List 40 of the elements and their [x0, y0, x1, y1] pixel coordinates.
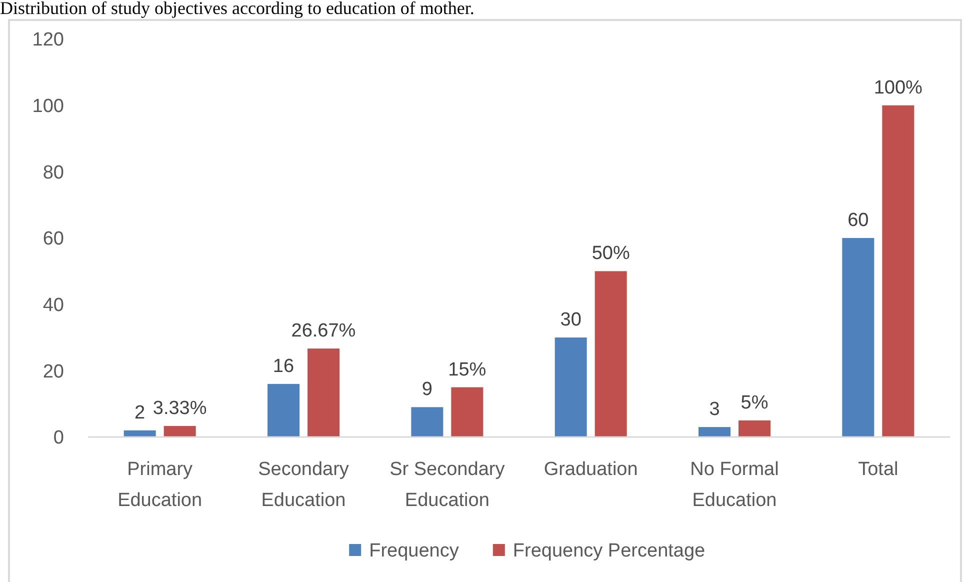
bar	[308, 348, 340, 437]
bar	[268, 384, 300, 437]
y-tick-label: 20	[42, 361, 64, 382]
x-tick-label: No Formal Education	[690, 459, 779, 511]
data-label: 15%	[448, 359, 486, 380]
bar	[411, 407, 444, 437]
x-tick-label: Primary Education	[118, 459, 202, 511]
data-label: 50%	[592, 243, 630, 264]
bar	[698, 427, 730, 437]
y-tick-label: 40	[42, 294, 64, 316]
x-tick-label: Sr Secondary Education	[390, 459, 506, 511]
y-tick-label: 80	[42, 162, 64, 184]
data-label: 5%	[740, 392, 768, 414]
data-label: 30	[560, 310, 582, 330]
data-label: 3.33%	[152, 398, 207, 419]
x-tick-label: Total	[858, 459, 898, 480]
data-label: 26.67%	[291, 320, 356, 342]
data-label: 2	[134, 402, 146, 424]
legend-label: Frequency	[369, 540, 460, 562]
data-label: 60	[848, 210, 869, 231]
data-label: 100%	[874, 77, 923, 98]
y-tick-label: 100	[32, 96, 64, 117]
data-label: 16	[272, 356, 294, 377]
x-tick-label: Secondary Education	[258, 459, 350, 511]
bar	[164, 426, 196, 437]
bar	[882, 105, 914, 437]
y-tick-label: 120	[32, 30, 64, 51]
y-tick-label: 60	[42, 228, 64, 250]
x-tick-label: Graduation	[544, 459, 638, 480]
bar	[842, 238, 874, 437]
data-label: 3	[709, 399, 720, 420]
bar	[738, 420, 770, 437]
bar	[554, 338, 587, 437]
bar	[594, 271, 627, 437]
bar	[451, 387, 484, 437]
data-label: 9	[422, 379, 432, 400]
y-tick-label: 0	[53, 428, 64, 449]
chart-title: Distribution of study objectives according to education of mother.	[0, 0, 474, 18]
legend-label: Frequency Percentage	[512, 540, 706, 562]
bar	[124, 430, 156, 437]
